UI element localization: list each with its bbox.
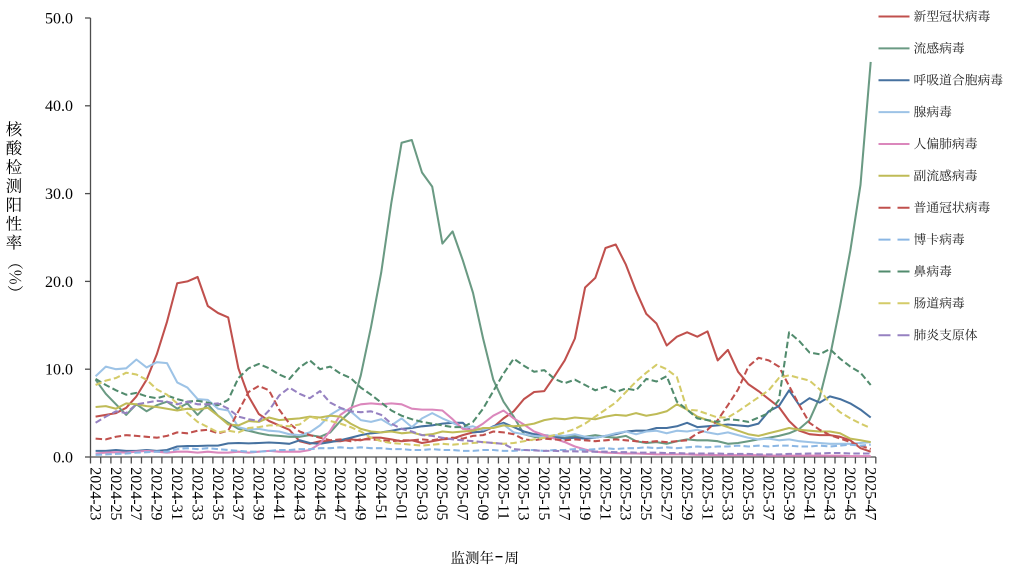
svg-text:2024-35: 2024-35: [209, 467, 226, 520]
svg-text:40.0: 40.0: [45, 98, 73, 115]
svg-text:2025-27: 2025-27: [658, 467, 675, 520]
svg-text:0.0: 0.0: [53, 449, 73, 466]
svg-text:2024-31: 2024-31: [168, 467, 185, 520]
svg-text:2025-23: 2025-23: [617, 467, 634, 520]
svg-text:2025-41: 2025-41: [800, 467, 817, 520]
svg-text:2025-45: 2025-45: [841, 467, 858, 520]
svg-text:2025-37: 2025-37: [760, 467, 777, 520]
svg-text:2024-47: 2024-47: [331, 467, 348, 520]
svg-text:2025-09: 2025-09: [474, 467, 491, 520]
svg-text:2025-01: 2025-01: [392, 467, 409, 520]
svg-text:2024-29: 2024-29: [148, 467, 165, 520]
svg-text:2025-15: 2025-15: [535, 467, 552, 520]
svg-text:2024-41: 2024-41: [270, 467, 287, 520]
svg-text:2024-25: 2024-25: [107, 467, 124, 520]
svg-text:2025-43: 2025-43: [821, 467, 838, 520]
svg-text:2025-21: 2025-21: [596, 467, 613, 520]
svg-text:2024-49: 2024-49: [352, 467, 369, 520]
svg-text:2025-11: 2025-11: [494, 467, 511, 520]
svg-text:2025-19: 2025-19: [576, 467, 593, 520]
svg-text:2024-27: 2024-27: [127, 467, 144, 520]
svg-text:2024-23: 2024-23: [86, 467, 103, 520]
svg-text:2025-25: 2025-25: [637, 467, 654, 520]
svg-text:2025-29: 2025-29: [678, 467, 695, 520]
svg-text:2025-39: 2025-39: [780, 467, 797, 520]
svg-text:2025-05: 2025-05: [433, 467, 450, 520]
svg-text:2025-33: 2025-33: [719, 467, 736, 520]
svg-text:10.0: 10.0: [45, 362, 73, 379]
svg-text:30.0: 30.0: [45, 186, 73, 203]
svg-text:2024-37: 2024-37: [229, 467, 246, 520]
svg-text:2025-35: 2025-35: [739, 467, 756, 520]
svg-text:2025-03: 2025-03: [413, 467, 430, 520]
svg-text:2025-07: 2025-07: [454, 467, 471, 520]
svg-text:2024-51: 2024-51: [372, 467, 389, 520]
svg-text:20.0: 20.0: [45, 274, 73, 291]
svg-text:2025-47: 2025-47: [862, 467, 879, 520]
svg-text:2025-31: 2025-31: [698, 467, 715, 520]
svg-text:2024-45: 2024-45: [311, 467, 328, 520]
svg-text:2024-33: 2024-33: [188, 467, 205, 520]
svg-text:2024-43: 2024-43: [290, 467, 307, 520]
svg-text:2024-39: 2024-39: [250, 467, 267, 520]
svg-text:2025-13: 2025-13: [515, 467, 532, 520]
svg-text:50.0: 50.0: [45, 10, 73, 27]
svg-text:2025-17: 2025-17: [556, 467, 573, 520]
